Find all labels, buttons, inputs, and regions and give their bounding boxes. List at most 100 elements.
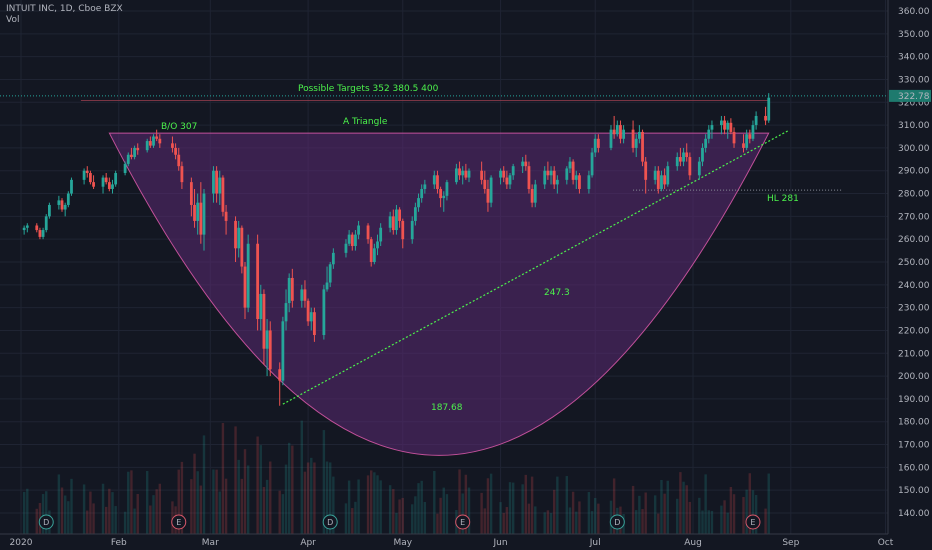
- volume-bar: [347, 480, 351, 534]
- candle-body: [300, 289, 304, 301]
- volume-bar: [123, 511, 127, 534]
- volume-bar: [464, 474, 468, 534]
- volume-bar: [101, 483, 105, 534]
- volume-bar: [246, 465, 250, 534]
- candle-body: [354, 234, 357, 247]
- candle-body: [395, 209, 398, 231]
- candle-body: [111, 184, 114, 189]
- candle-body: [710, 125, 714, 130]
- candle-body: [410, 220, 414, 240]
- volume-bar: [392, 489, 395, 534]
- candle-body: [634, 138, 638, 148]
- volume-bar: [234, 426, 237, 534]
- candle-body: [445, 182, 449, 196]
- volume-bar: [291, 445, 294, 534]
- volume-bar: [89, 491, 92, 534]
- dividend-marker: [38, 514, 54, 530]
- volume-bar: [26, 488, 29, 534]
- candle-body: [742, 143, 745, 148]
- volume-bar: [723, 500, 726, 534]
- candle-body: [619, 125, 622, 139]
- dividend-marker-label: D: [327, 518, 333, 527]
- time-tick-label: Oct: [878, 538, 894, 548]
- volume-bar: [287, 442, 291, 534]
- candle-body: [107, 182, 111, 189]
- candle-body: [417, 198, 420, 208]
- candle-body: [63, 204, 67, 210]
- candle-body: [196, 202, 200, 221]
- candle-body: [376, 241, 379, 249]
- volume-bar: [82, 484, 86, 534]
- price-tick-label: 270.00: [898, 212, 930, 222]
- candle-body: [413, 207, 417, 221]
- volume-bar: [108, 488, 111, 534]
- volume-bar: [726, 512, 729, 534]
- price-tick-label: 180.00: [898, 418, 930, 428]
- candle-body: [60, 200, 64, 210]
- candle-body: [442, 195, 446, 199]
- candle-body: [47, 204, 51, 217]
- candle-body: [489, 177, 493, 203]
- volume-bar: [212, 469, 215, 534]
- volume-bar: [521, 484, 524, 534]
- candle-body: [622, 129, 626, 139]
- candle-body: [754, 115, 758, 126]
- candle-body: [578, 175, 581, 189]
- candle-body: [549, 170, 553, 176]
- volume-bar: [546, 510, 550, 534]
- volume-bar: [215, 469, 218, 534]
- candle-body: [133, 147, 136, 158]
- volume-bar: [653, 495, 657, 534]
- price-axis[interactable]: 360.00 350.00 340.00 330.00 320.00 310.00 300.…: [898, 7, 930, 519]
- price-tick-label: 230.00: [898, 304, 930, 314]
- volume-bar: [701, 510, 704, 534]
- volume-bar: [199, 485, 203, 534]
- volume-bar: [631, 485, 635, 534]
- volume-bar: [745, 489, 748, 534]
- candle-body: [615, 125, 619, 135]
- volume-bar: [641, 509, 644, 534]
- volume-bar: [657, 513, 660, 534]
- volume-bar: [127, 471, 130, 534]
- time-tick-label: Apr: [300, 538, 316, 548]
- current-price-label: 322.78: [898, 92, 930, 102]
- volume-bar: [395, 512, 398, 534]
- volume-bar: [508, 482, 512, 534]
- volume-bar: [530, 476, 534, 534]
- volume-bar: [467, 487, 471, 534]
- candle-body: [290, 277, 294, 301]
- volume-bar: [612, 478, 616, 534]
- candle-body: [246, 243, 250, 308]
- volume-bar: [552, 489, 556, 534]
- volume-bar: [401, 497, 404, 534]
- candle-body: [388, 216, 392, 228]
- volume-bar: [281, 494, 285, 534]
- annotation-mid: 247.3: [544, 288, 570, 298]
- candle-body: [505, 177, 509, 185]
- dividend-marker-label: D: [43, 518, 49, 527]
- volume-bar: [114, 506, 117, 534]
- time-axis[interactable]: 2020 Feb Mar Apr May Jun Jul Aug Sep Oct: [10, 538, 894, 548]
- volume-bar: [313, 462, 316, 534]
- candle-body: [678, 157, 682, 162]
- candle-body: [524, 161, 528, 167]
- volume-bar: [221, 422, 225, 534]
- volume-bar: [676, 498, 679, 534]
- volume-bar: [366, 475, 370, 534]
- volume-bar: [224, 478, 228, 534]
- candle-body: [218, 177, 222, 194]
- candle-body: [268, 330, 272, 370]
- candle-body: [688, 157, 692, 176]
- candle-body: [641, 131, 644, 162]
- volume-bar: [748, 473, 752, 534]
- candle-body: [104, 177, 108, 183]
- candle-body: [751, 125, 755, 139]
- volume-label: Vol: [6, 15, 20, 25]
- volume-bar: [411, 504, 414, 534]
- volume-bar: [278, 490, 281, 534]
- candle-body: [256, 243, 260, 320]
- volume-bar: [524, 474, 527, 534]
- volume-bar: [685, 485, 688, 534]
